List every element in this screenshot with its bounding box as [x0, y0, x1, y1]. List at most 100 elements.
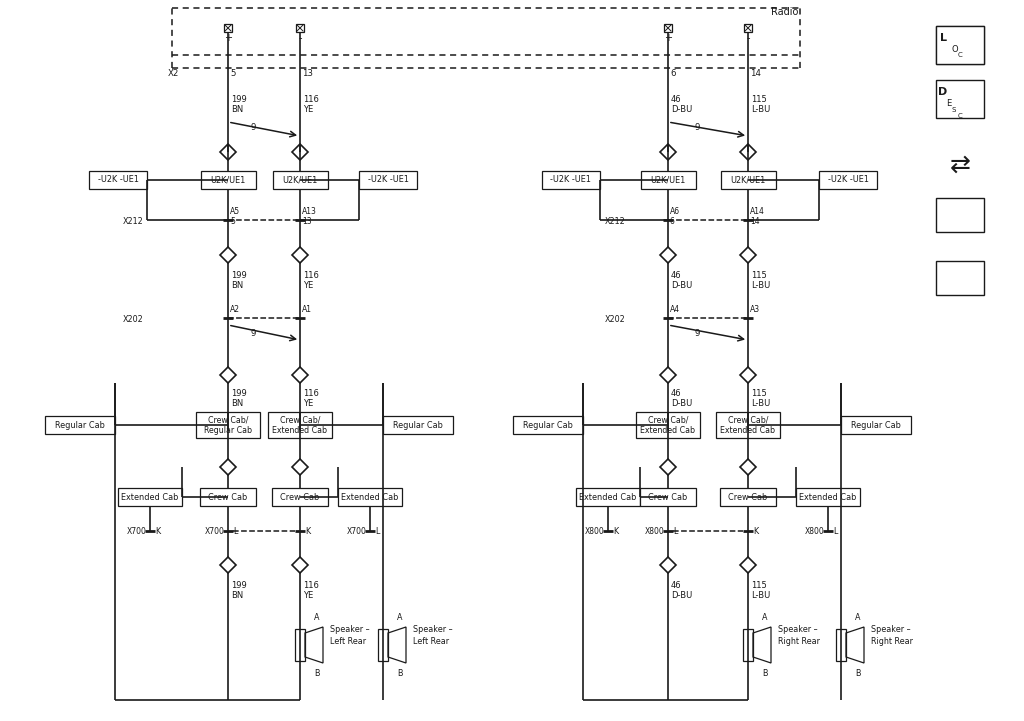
Bar [296, 24, 304, 32]
Text: Right Rear: Right Rear [871, 637, 913, 645]
Text: 46: 46 [671, 389, 682, 397]
Text: L: L [375, 526, 379, 536]
Text: Regular Cab: Regular Cab [393, 420, 443, 430]
Text: ⇄: ⇄ [949, 153, 971, 177]
Bar [743, 629, 753, 661]
Text: A: A [855, 614, 860, 622]
FancyBboxPatch shape [640, 171, 695, 189]
Text: 5: 5 [230, 218, 234, 226]
Text: 6: 6 [670, 69, 676, 79]
Bar [224, 24, 232, 32]
FancyBboxPatch shape [359, 171, 417, 189]
Text: -U2K -UE1: -U2K -UE1 [827, 175, 868, 185]
FancyBboxPatch shape [513, 416, 583, 434]
Text: U2K/UE1: U2K/UE1 [730, 175, 766, 185]
Text: K: K [155, 526, 160, 536]
Text: Extended Cab: Extended Cab [580, 492, 637, 502]
Text: S: S [952, 107, 956, 113]
Text: Speaker –: Speaker – [778, 626, 817, 634]
Bar [936, 80, 984, 118]
Text: Right Rear: Right Rear [778, 637, 820, 645]
Text: A: A [314, 614, 319, 622]
Text: K: K [753, 526, 758, 536]
Text: C: C [958, 52, 963, 58]
Text: D-BU: D-BU [671, 280, 692, 290]
FancyBboxPatch shape [383, 416, 453, 434]
Text: Crew Cab/
Extended Cab: Crew Cab/ Extended Cab [272, 415, 328, 435]
Text: YE: YE [303, 590, 313, 599]
Text: X202: X202 [123, 316, 144, 324]
FancyBboxPatch shape [542, 171, 600, 189]
Bar [664, 24, 672, 32]
Text: X2: X2 [168, 69, 179, 79]
FancyBboxPatch shape [338, 488, 402, 506]
FancyBboxPatch shape [45, 416, 115, 434]
Text: C: C [958, 113, 963, 119]
Text: B: B [314, 668, 319, 678]
Text: A2: A2 [230, 306, 240, 314]
Text: -: - [298, 33, 302, 43]
Bar [744, 24, 752, 32]
Text: O: O [952, 45, 958, 55]
Text: Crew Cab: Crew Cab [728, 492, 768, 502]
Text: BN: BN [231, 590, 244, 599]
Text: A4: A4 [670, 306, 680, 314]
FancyBboxPatch shape [200, 488, 256, 506]
Text: +: + [664, 33, 672, 43]
Text: 115: 115 [751, 95, 767, 105]
Text: Crew Cab: Crew Cab [648, 492, 688, 502]
Text: Crew Cab: Crew Cab [208, 492, 248, 502]
FancyBboxPatch shape [272, 171, 328, 189]
Text: U2K/UE1: U2K/UE1 [210, 175, 246, 185]
Text: 115: 115 [751, 580, 767, 590]
Text: A1: A1 [302, 306, 312, 314]
Bar [836, 629, 846, 661]
Text: L: L [673, 526, 677, 536]
Text: L: L [833, 526, 838, 536]
Text: -: - [746, 33, 750, 43]
Text: U2K/UE1: U2K/UE1 [650, 175, 686, 185]
Bar [936, 198, 984, 232]
Text: A3: A3 [750, 306, 760, 314]
Text: BN: BN [231, 399, 244, 407]
Text: X800: X800 [805, 526, 825, 536]
Text: A6: A6 [670, 208, 680, 216]
FancyBboxPatch shape [575, 488, 640, 506]
Text: 13: 13 [302, 218, 311, 226]
Text: L-BU: L-BU [751, 399, 770, 407]
Text: 199: 199 [231, 580, 247, 590]
Bar [936, 26, 984, 64]
Text: B: B [397, 668, 402, 678]
Text: B: B [855, 668, 860, 678]
Text: L: L [233, 526, 238, 536]
Text: Regular Cab: Regular Cab [523, 420, 573, 430]
Text: X700: X700 [205, 526, 225, 536]
Text: L-BU: L-BU [751, 280, 770, 290]
Text: 6: 6 [670, 218, 675, 226]
Text: 116: 116 [303, 270, 318, 280]
FancyBboxPatch shape [201, 171, 256, 189]
Text: X212: X212 [123, 218, 144, 226]
FancyBboxPatch shape [196, 412, 260, 438]
Text: K: K [305, 526, 310, 536]
Text: 46: 46 [671, 270, 682, 280]
Text: -U2K -UE1: -U2K -UE1 [368, 175, 409, 185]
Text: Speaker –: Speaker – [871, 626, 910, 634]
Text: 9: 9 [251, 329, 256, 337]
Text: 5: 5 [230, 69, 236, 79]
Text: Crew Cab/
Regular Cab: Crew Cab/ Regular Cab [204, 415, 252, 435]
Text: A: A [762, 614, 768, 622]
FancyBboxPatch shape [841, 416, 911, 434]
Text: X800: X800 [645, 526, 665, 536]
FancyBboxPatch shape [640, 488, 696, 506]
Text: B: B [762, 668, 768, 678]
Text: 116: 116 [303, 95, 318, 105]
Text: 46: 46 [671, 580, 682, 590]
Text: 116: 116 [303, 389, 318, 397]
Text: Radio: Radio [771, 7, 798, 17]
Text: 116: 116 [303, 580, 318, 590]
Text: BN: BN [231, 105, 244, 115]
Text: Crew Cab: Crew Cab [281, 492, 319, 502]
FancyBboxPatch shape [720, 488, 776, 506]
Text: 199: 199 [231, 389, 247, 397]
